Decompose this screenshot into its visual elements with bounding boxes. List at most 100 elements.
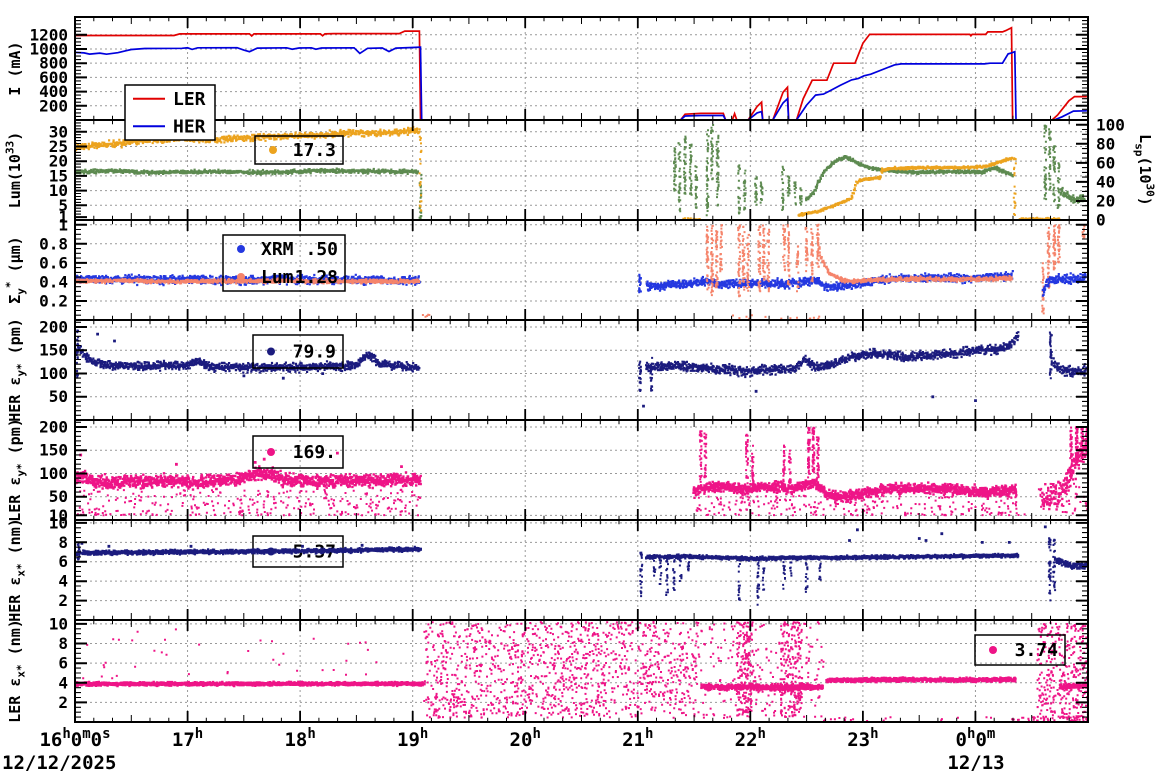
- panel-sigma-y: 0.20.40.60.81 Σy* (μm): [4, 215, 1089, 321]
- series-ler-ex: [825, 676, 1017, 684]
- x-axis-date-left: 12/12/2025: [2, 752, 117, 774]
- series-her-ex: [75, 545, 422, 557]
- right-y-tick-label: 40: [1096, 172, 1115, 191]
- series-HER: [75, 46, 1087, 120]
- svg-text:Σy* (μm): Σy* (μm): [4, 236, 28, 303]
- y-tick-label: 50: [49, 487, 68, 506]
- legend-box: [252, 334, 344, 369]
- y-tick-label: 10: [49, 506, 68, 525]
- y-tick-label: 0.6: [39, 253, 68, 272]
- panel-her-ex: 5.37246810HER εx* (nm): [6, 513, 1089, 622]
- series-her-ex: [1055, 557, 1088, 570]
- right-y-tick-label: 0: [1096, 211, 1106, 230]
- series-XRM: [645, 270, 1014, 292]
- panel-luminosity: 151015202530020406080100Lsp(1030)Lum(103…: [4, 115, 1157, 229]
- right-y-tick-label: 60: [1096, 153, 1115, 172]
- legend-box: [222, 234, 346, 292]
- legend-label: HER: [173, 116, 206, 137]
- legend-panel-0: LER HER: [124, 84, 216, 141]
- right-y-tick-label: 100: [1096, 115, 1125, 134]
- legend-box: [124, 84, 216, 141]
- legend-label: XRM: [261, 239, 294, 260]
- y-tick-label: 4: [58, 572, 68, 591]
- series-ler-ex: [75, 680, 426, 688]
- legend-dot-marker: [237, 245, 245, 253]
- legend-dot-marker: [269, 146, 277, 154]
- y-tick-label: 10: [49, 181, 68, 200]
- series-ler-ex: [1058, 682, 1088, 691]
- y-tick-label: 150: [39, 341, 68, 360]
- series-LER: [75, 26, 1087, 120]
- legend-panel-4: 169.: [252, 435, 344, 469]
- y-tick-label: 1: [58, 208, 68, 227]
- y-tick-label: 10: [49, 614, 68, 633]
- series-Lum-sigma: [75, 277, 421, 285]
- legend-panel-3: 79.9: [252, 334, 344, 369]
- y-tick-label: 2: [58, 693, 68, 712]
- series-Lum-sigma: [817, 242, 1013, 285]
- series-her-ex: [645, 552, 1020, 562]
- right-y-tick-label: 80: [1096, 134, 1115, 153]
- svg-text:HER εx* (nm): HER εx* (nm): [6, 518, 28, 622]
- y-tick-label: 0.2: [39, 291, 68, 310]
- y-tick-label: 100: [39, 464, 68, 483]
- y-tick-label: 200: [39, 96, 68, 115]
- y-tick-label: 600: [39, 68, 68, 87]
- y-tick-label: 5: [58, 196, 68, 215]
- legend-label: LER: [173, 89, 206, 110]
- y-tick-label: 150: [39, 441, 68, 460]
- series-ler-ex: [700, 682, 824, 692]
- y-tick-label: 1000: [29, 39, 68, 58]
- legend-dot-marker: [237, 273, 245, 281]
- y-tick-label: 20: [49, 152, 68, 171]
- panel-series-beam-current: [75, 26, 1087, 120]
- series-her-ey: [645, 331, 1020, 379]
- svg-text:17h: 17h: [172, 726, 203, 751]
- y-tick-label: 25: [49, 137, 68, 156]
- y-tick-label: 0.4: [39, 272, 68, 291]
- svg-text:HER εy* (pm): HER εy* (pm): [6, 318, 28, 422]
- panel-series-sigma-y: [75, 223, 1087, 320]
- y-tick-label: 8: [58, 533, 68, 552]
- y-tick-label: 800: [39, 54, 68, 73]
- y-tick-label: 2: [58, 591, 68, 610]
- svg-text:Lsp(1030): Lsp(1030): [1133, 134, 1157, 206]
- y-tick-label: 30: [49, 122, 68, 141]
- legend-dot-marker: [989, 646, 997, 654]
- svg-text:20h: 20h: [510, 726, 541, 751]
- series-her-ey: [1052, 357, 1088, 378]
- legend-panel-1: 17.3: [254, 135, 344, 165]
- y-tick-label: 4: [58, 673, 68, 692]
- panel-series-her-ex: [75, 525, 1088, 606]
- legend-dot-marker: [267, 448, 275, 456]
- series-Lsp: [75, 167, 420, 176]
- svg-text:18h: 18h: [284, 726, 315, 751]
- legend-dot-marker: [267, 347, 275, 356]
- series-Lsp: [1059, 186, 1086, 204]
- panel-series-ler-ex: [75, 621, 1088, 722]
- svg-text:21h: 21h: [622, 726, 653, 751]
- y-tick-label: 15: [49, 166, 68, 185]
- y-tick-label: 1: [58, 215, 68, 234]
- legend-value: 79.9: [293, 342, 336, 363]
- y-tick-label: 400: [39, 82, 68, 101]
- svg-text:Lum(1033): Lum(1033): [4, 132, 24, 208]
- svg-text:23h: 23h: [847, 726, 878, 751]
- legend-box: [974, 634, 1066, 666]
- series-ler-ey-noise: [76, 481, 1088, 517]
- series-ler-ey: [692, 478, 1018, 504]
- series-Lum: [797, 156, 1014, 217]
- legend-value: .50: [305, 239, 338, 260]
- x-axis-labels: 16h0m0s 17h 18h 19h 20h 21h 22h 23h 0h0m: [39, 726, 995, 751]
- series-Lum-sigma-bursts: [705, 223, 1086, 315]
- y-tick-label: 6: [58, 654, 68, 673]
- y-tick-label: 6: [58, 552, 68, 571]
- legend-panel-6: 3.74: [974, 634, 1066, 666]
- panel-series-ler-ey: [75, 426, 1088, 517]
- y-tick-label: 200: [39, 317, 68, 336]
